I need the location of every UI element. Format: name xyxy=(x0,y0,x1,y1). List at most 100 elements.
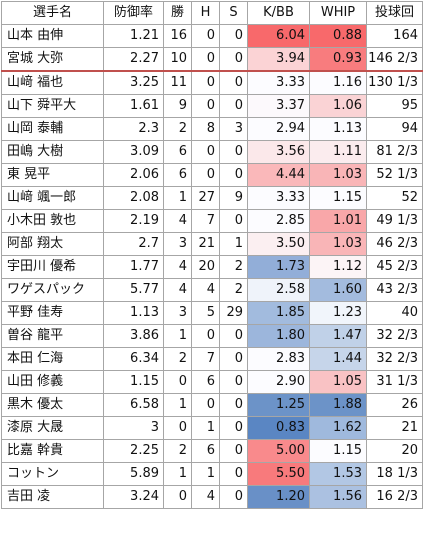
whip-cell: 1.56 xyxy=(309,485,367,509)
name-cell: 宮城 大弥 xyxy=(1,47,104,72)
kbb-cell: 2.85 xyxy=(247,209,310,233)
innings-cell: 130 1/3 xyxy=(366,70,423,95)
kbb-cell: 3.94 xyxy=(247,47,310,72)
kbb-cell: 1.20 xyxy=(247,485,310,509)
header-row: 選手名 防御率勝 H S K/BB WHIP 投球回 xyxy=(1,1,423,25)
kbb-cell: 5.00 xyxy=(247,439,310,463)
kbb-cell: 3.56 xyxy=(247,140,310,164)
pitching-stats-table: 選手名 防御率勝 H S K/BB WHIP 投球回 山本 由伸 1.21 16 0 0 6.04 0.8… xyxy=(1,1,423,509)
holds-cell: 20 xyxy=(191,255,220,279)
header-holds: H xyxy=(191,1,220,25)
holds-cell: 0 xyxy=(191,94,220,118)
innings-cell: 46 2/3 xyxy=(366,232,423,256)
innings-cell: 26 xyxy=(366,393,423,417)
saves-cell: 0 xyxy=(219,324,248,348)
table-row: 漆原 大晟 3 0 1 0 0.83 1.62 21 xyxy=(1,416,423,440)
wins-cell: 10 xyxy=(163,47,192,72)
innings-cell: 94 xyxy=(366,117,423,141)
innings-cell: 81 2/3 xyxy=(366,140,423,164)
name-cell: コットン xyxy=(1,462,104,486)
saves-cell: 0 xyxy=(219,393,248,417)
whip-cell: 1.23 xyxy=(309,301,367,325)
era-cell: 2.08 xyxy=(103,186,164,210)
kbb-cell: 1.85 xyxy=(247,301,310,325)
era-cell: 1.21 xyxy=(103,24,164,48)
saves-cell: 1 xyxy=(219,232,248,256)
whip-cell: 0.88 xyxy=(309,24,367,48)
era-cell: 1.13 xyxy=(103,301,164,325)
name-cell: 田嶋 大樹 xyxy=(1,140,104,164)
name-cell: 黒木 優太 xyxy=(1,393,104,417)
table-row: 田嶋 大樹 3.09 6 0 0 3.56 1.11 81 2/3 xyxy=(1,140,423,164)
name-cell: 山下 舜平大 xyxy=(1,94,104,118)
wins-cell: 16 xyxy=(163,24,192,48)
table-row: 本田 仁海 6.34 2 7 0 2.83 1.44 32 2/3 xyxy=(1,347,423,371)
innings-cell: 18 1/3 xyxy=(366,462,423,486)
header-whip: WHIP xyxy=(309,1,367,25)
holds-cell: 0 xyxy=(191,140,220,164)
whip-cell: 1.15 xyxy=(309,186,367,210)
whip-cell: 1.47 xyxy=(309,324,367,348)
wins-cell: 0 xyxy=(163,416,192,440)
innings-cell: 164 xyxy=(366,24,423,48)
header-kbb: K/BB xyxy=(247,1,310,25)
era-cell: 3.86 xyxy=(103,324,164,348)
wins-cell: 3 xyxy=(163,232,192,256)
kbb-cell: 2.83 xyxy=(247,347,310,371)
holds-cell: 0 xyxy=(191,24,220,48)
name-cell: 山﨑 福也 xyxy=(1,70,104,95)
saves-cell: 0 xyxy=(219,24,248,48)
name-cell: 山本 由伸 xyxy=(1,24,104,48)
name-cell: 本田 仁海 xyxy=(1,347,104,371)
table-row: 山本 由伸 1.21 16 0 0 6.04 0.88 164 xyxy=(1,24,423,48)
whip-cell: 1.13 xyxy=(309,117,367,141)
table-row: 宇田川 優希 1.77 4 20 2 1.73 1.12 45 2/3 xyxy=(1,255,423,279)
innings-cell: 52 xyxy=(366,186,423,210)
saves-cell: 0 xyxy=(219,70,248,95)
table-row: 曽谷 龍平 3.86 1 0 0 1.80 1.47 32 2/3 xyxy=(1,324,423,348)
era-cell: 1.15 xyxy=(103,370,164,394)
wins-cell: 0 xyxy=(163,485,192,509)
whip-cell: 1.60 xyxy=(309,278,367,302)
saves-cell: 0 xyxy=(219,209,248,233)
holds-cell: 0 xyxy=(191,70,220,95)
innings-cell: 49 1/3 xyxy=(366,209,423,233)
era-cell: 2.19 xyxy=(103,209,164,233)
whip-cell: 1.44 xyxy=(309,347,367,371)
innings-cell: 20 xyxy=(366,439,423,463)
table-row: 山﨑 福也 3.25 11 0 0 3.33 1.16 130 1/3 xyxy=(1,70,423,95)
name-cell: 曽谷 龍平 xyxy=(1,324,104,348)
era-cell: 2.27 xyxy=(103,47,164,72)
kbb-cell: 3.33 xyxy=(247,70,310,95)
header-era: 防御率 xyxy=(103,1,164,25)
table-row: 吉田 凌 3.24 0 4 0 1.20 1.56 16 2/3 xyxy=(1,485,423,509)
era-cell: 2.7 xyxy=(103,232,164,256)
innings-cell: 32 2/3 xyxy=(366,347,423,371)
era-cell: 1.77 xyxy=(103,255,164,279)
header-saves: S xyxy=(219,1,248,25)
innings-cell: 40 xyxy=(366,301,423,325)
table-row: 阿部 翔太 2.7 3 21 1 3.50 1.03 46 2/3 xyxy=(1,232,423,256)
whip-cell: 1.01 xyxy=(309,209,367,233)
name-cell: 吉田 凌 xyxy=(1,485,104,509)
innings-cell: 31 1/3 xyxy=(366,370,423,394)
name-cell: 山岡 泰輔 xyxy=(1,117,104,141)
table-row: 宮城 大弥 2.27 10 0 0 3.94 0.93 146 2/3 xyxy=(1,47,423,72)
innings-cell: 95 xyxy=(366,94,423,118)
wins-cell: 0 xyxy=(163,370,192,394)
saves-cell: 3 xyxy=(219,117,248,141)
saves-cell: 0 xyxy=(219,439,248,463)
saves-cell: 9 xyxy=(219,186,248,210)
whip-cell: 1.06 xyxy=(309,94,367,118)
holds-cell: 27 xyxy=(191,186,220,210)
kbb-cell: 1.73 xyxy=(247,255,310,279)
era-cell: 6.34 xyxy=(103,347,164,371)
era-cell: 3.24 xyxy=(103,485,164,509)
saves-cell: 0 xyxy=(219,416,248,440)
holds-cell: 0 xyxy=(191,393,220,417)
holds-cell: 1 xyxy=(191,462,220,486)
name-cell: 東 晃平 xyxy=(1,163,104,187)
whip-cell: 1.03 xyxy=(309,163,367,187)
table-row: ワゲスパック 5.77 4 4 2 2.58 1.60 43 2/3 xyxy=(1,278,423,302)
header-innings: 投球回 xyxy=(366,1,423,25)
